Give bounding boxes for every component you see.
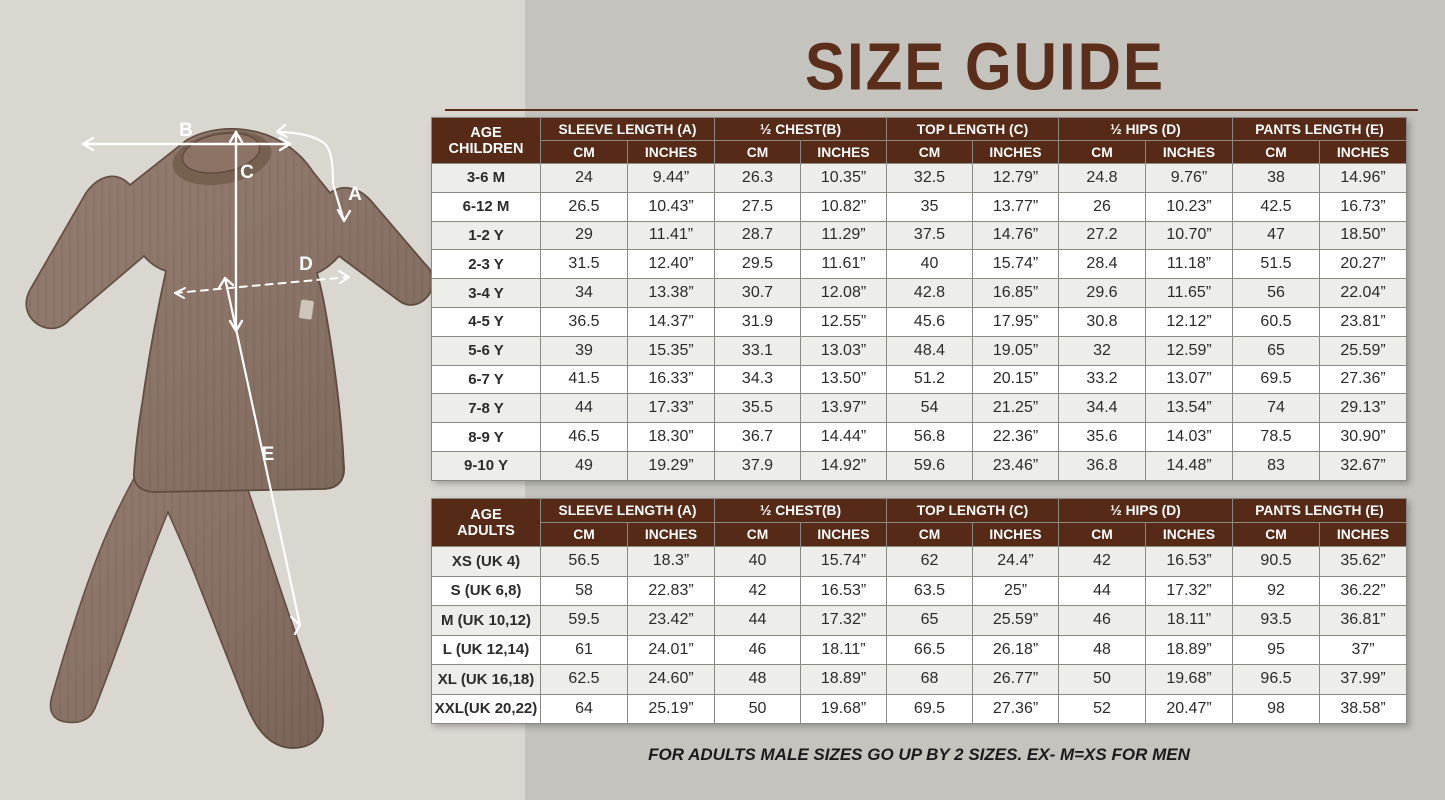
svg-text:C: C	[240, 162, 254, 183]
svg-text:A: A	[348, 184, 362, 205]
svg-text:B: B	[179, 120, 193, 141]
svg-text:D: D	[299, 254, 313, 275]
svg-text:E: E	[262, 444, 275, 465]
